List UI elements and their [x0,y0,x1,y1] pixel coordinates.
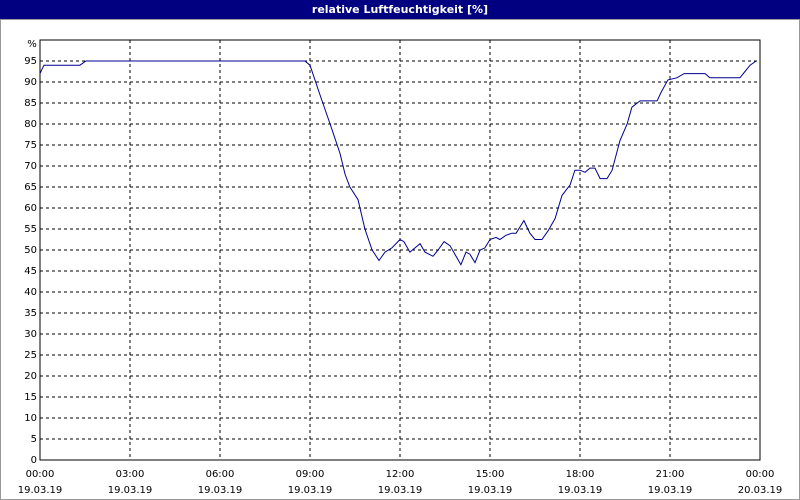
x-tick-label: 15:00 [476,469,505,480]
y-tick-label: 40 [24,287,37,298]
x-tick-label: 03:00 [116,469,145,480]
x-tick-date: 19.03.19 [558,485,603,496]
y-tick-label: 25 [24,350,37,361]
y-tick-label: 65 [24,182,37,193]
x-tick-label: 06:00 [206,469,235,480]
x-tick-date: 19.03.19 [288,485,333,496]
y-tick-label: 20 [24,371,37,382]
x-tick-date: 19.03.19 [198,485,243,496]
x-tick-label: 21:00 [656,469,685,480]
x-tick-date: 19.03.19 [18,485,63,496]
y-tick-label: 55 [24,224,37,235]
x-tick-label: 09:00 [296,469,325,480]
y-tick-label: 0 [31,455,37,466]
y-tick-label: 30 [24,329,37,340]
y-tick-label: 5 [31,434,37,445]
y-tick-label: 85 [24,98,37,109]
y-tick-label: 50 [24,245,37,256]
x-tick-date: 19.03.19 [468,485,513,496]
title-bar [0,0,800,19]
x-tick-label: 12:00 [386,469,415,480]
y-tick-label: 45 [24,266,37,277]
y-tick-label: 60 [24,203,37,214]
y-tick-label: 80 [24,119,37,130]
y-tick-label: 10 [24,413,37,424]
x-tick-label: 00:00 [746,469,775,480]
x-tick-label: 00:00 [26,469,55,480]
chart-title: relative Luftfeuchtigkeit [%] [312,3,488,16]
y-tick-label: 35 [24,308,37,319]
x-tick-date: 19.03.19 [108,485,153,496]
data-line [39,60,757,266]
x-tick-date: 19.03.19 [378,485,423,496]
y-tick-label: 15 [24,392,37,403]
x-tick-date: 19.03.19 [648,485,693,496]
y-tick-label: 90 [24,77,37,88]
y-tick-label: 70 [24,161,37,172]
y-unit: % [27,39,37,50]
y-tick-label: 75 [24,140,37,151]
x-tick-label: 18:00 [566,469,595,480]
y-tick-label: 95 [24,56,37,67]
x-tick-date: 20.03.19 [738,485,783,496]
